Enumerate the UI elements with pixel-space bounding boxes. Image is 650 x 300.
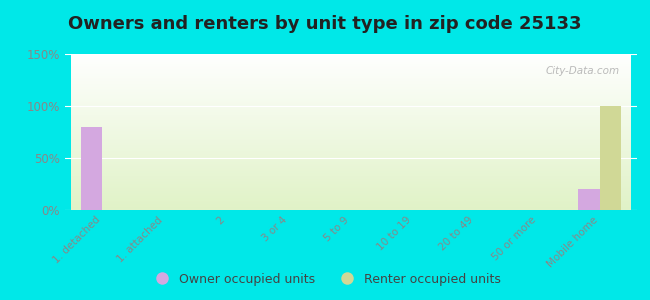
Text: City-Data.com: City-Data.com: [546, 67, 620, 76]
Bar: [600, 106, 621, 210]
Bar: [578, 189, 600, 210]
Bar: [81, 127, 102, 210]
Text: Owners and renters by unit type in zip code 25133: Owners and renters by unit type in zip c…: [68, 15, 582, 33]
Legend: Owner occupied units, Renter occupied units: Owner occupied units, Renter occupied un…: [144, 268, 506, 291]
